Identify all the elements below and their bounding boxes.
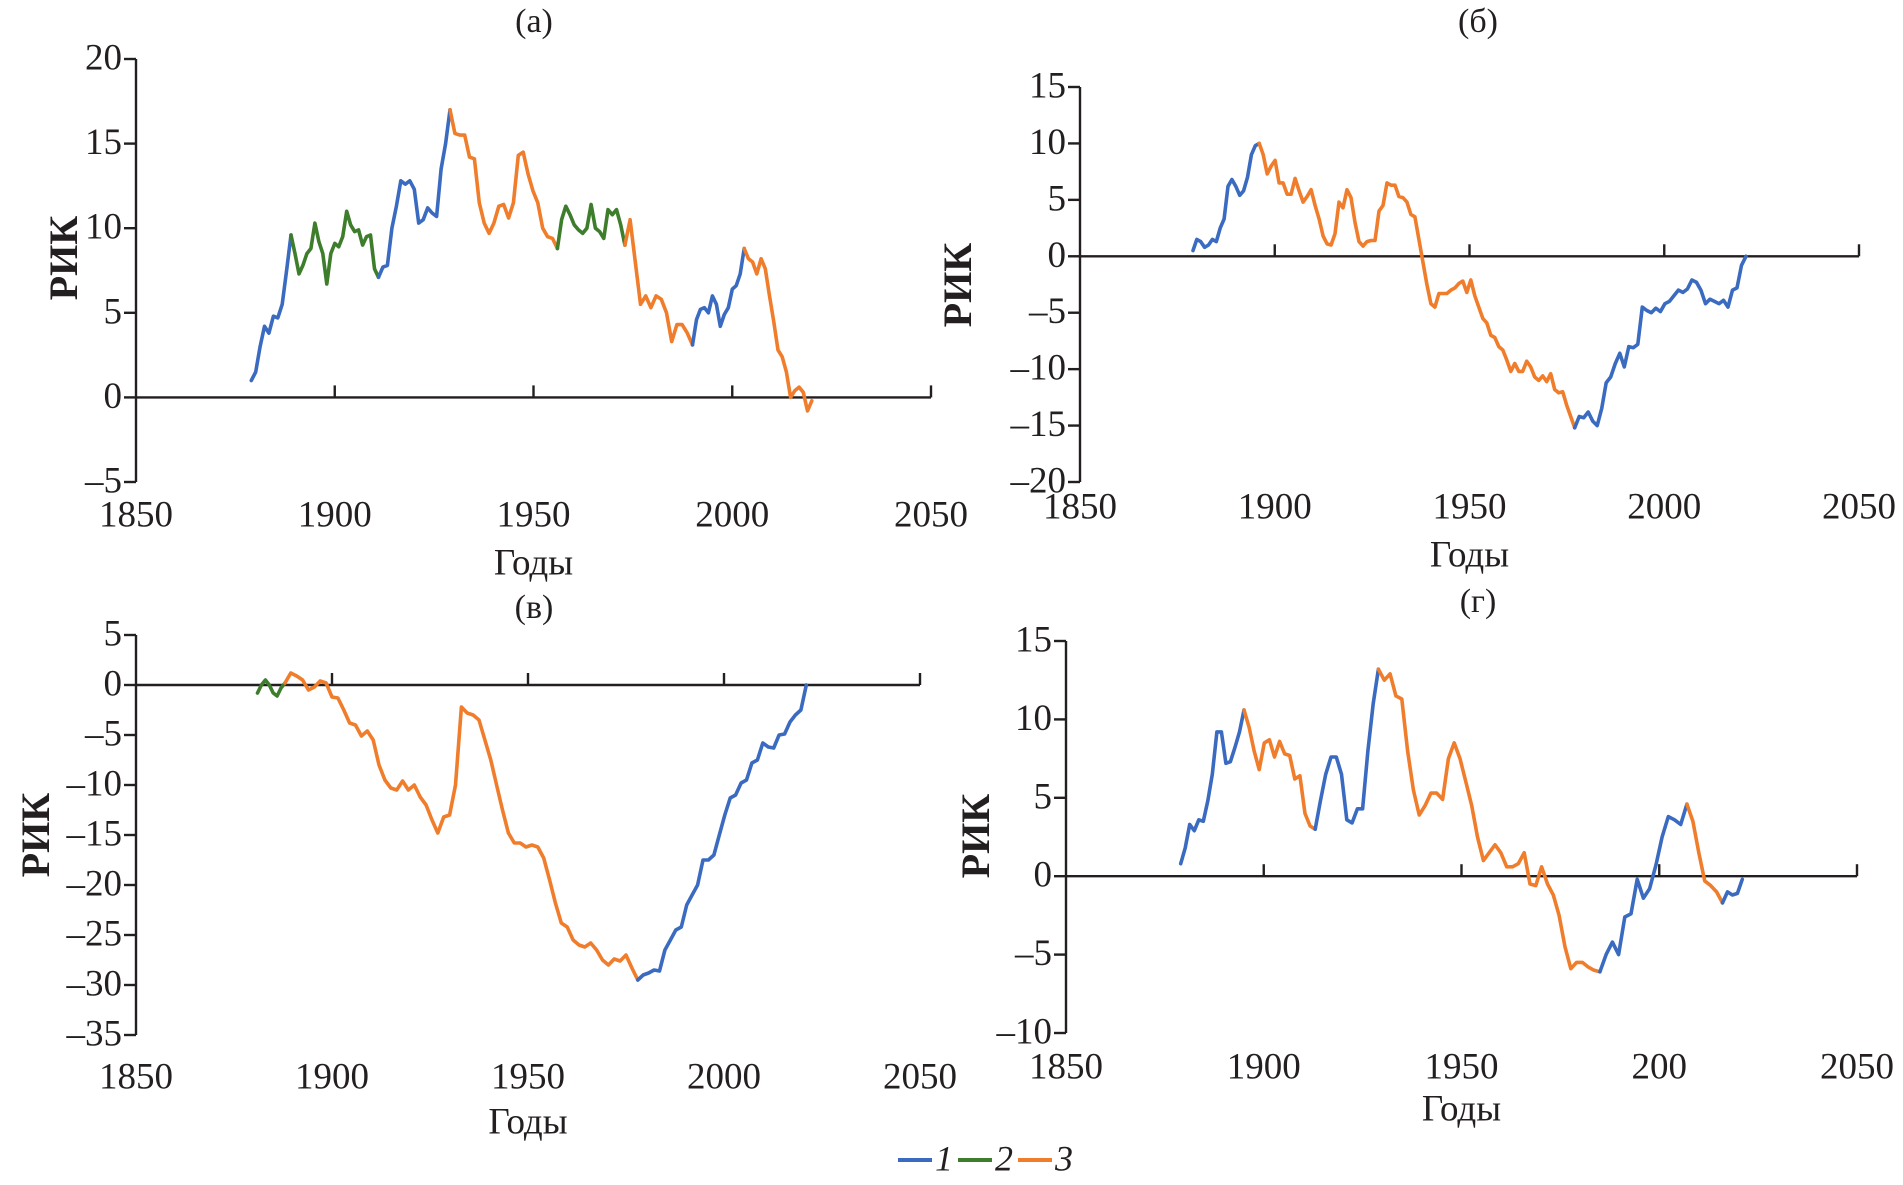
y-axis-label: РИК	[953, 794, 998, 879]
x-tick-label: 1850	[1043, 486, 1117, 527]
legend: 1 2 3	[898, 1138, 1073, 1178]
y-tick-label: 5	[1034, 776, 1053, 817]
panel-0: (a) –5 0 5 10 15 20 1850 1900 1950 2000 2050 Годы РИК	[41, 3, 968, 584]
series-1-line	[1313, 667, 1381, 832]
x-axis-label: Годы	[488, 1101, 567, 1142]
y-tick-label: 10	[1015, 698, 1052, 739]
x-tick-label: 2050	[883, 1056, 957, 1097]
series-3-line	[448, 108, 560, 251]
y-tick-label: –10	[996, 1011, 1053, 1052]
x-tick-label: 2000	[695, 494, 769, 535]
y-tick-label: 0	[104, 376, 123, 417]
x-tick-label: 1900	[295, 1056, 369, 1097]
series-3-line	[1376, 667, 1602, 974]
series-1-line	[1178, 708, 1246, 866]
x-tick-label: 200	[1632, 1046, 1688, 1087]
x-axis-label: Годы	[1422, 1088, 1501, 1129]
panel-2: (в) –35 –30 –25 –20 –15 –10 –5 0 5 1850 1900 1950 200…	[13, 589, 957, 1143]
panel-1: (б) –20 –15 –10 –5 0 5 10 15 1850 1900 1950 2000 2050…	[935, 3, 1896, 576]
x-tick-label: 2050	[894, 494, 968, 535]
x-tick-label: 2000	[687, 1056, 761, 1097]
y-tick-label: 0	[1048, 235, 1067, 276]
y-tick-label: 15	[1015, 619, 1052, 660]
y-tick-label: –25	[66, 913, 123, 954]
x-tick-label: 1850	[1029, 1046, 1103, 1087]
y-tick-label: 5	[104, 291, 123, 332]
series-2-line	[289, 209, 381, 286]
series-2-line	[255, 678, 287, 698]
y-tick-label: –15	[66, 813, 123, 854]
series-1-line	[1572, 254, 1748, 430]
y-tick-label: 15	[85, 122, 122, 163]
x-tick-label: 2050	[1820, 1046, 1894, 1087]
y-tick-label: –5	[84, 460, 122, 501]
y-tick-label: –10	[66, 763, 123, 804]
series-3-line	[1257, 141, 1577, 430]
y-tick-label: –10	[1010, 348, 1067, 389]
x-tick-label: 1950	[1433, 486, 1507, 527]
series-1-line	[690, 246, 747, 347]
y-axis-label: РИК	[41, 216, 86, 301]
y-tick-label: –20	[66, 863, 123, 904]
legend-label-2: 2	[995, 1138, 1013, 1178]
series-3-line	[1685, 802, 1725, 905]
y-tick-label: –15	[1010, 404, 1067, 445]
series-1-line	[635, 683, 809, 982]
legend-label-1: 1	[935, 1138, 953, 1178]
panel-title: (г)	[1460, 583, 1497, 620]
y-tick-label: –35	[66, 1013, 123, 1054]
legend-label-3: 3	[1054, 1138, 1073, 1178]
series-1-line	[1191, 141, 1261, 253]
y-tick-label: –5	[1014, 933, 1052, 974]
x-axis-label: Годы	[494, 542, 573, 583]
series-1-line	[249, 233, 293, 383]
y-tick-label: –5	[1028, 291, 1066, 332]
y-tick-label: 5	[1048, 178, 1067, 219]
x-tick-label: 1950	[497, 494, 571, 535]
x-tick-label: 1950	[1425, 1046, 1499, 1087]
series-3-line	[283, 671, 640, 982]
x-tick-label: 1900	[1227, 1046, 1301, 1087]
x-axis-label: Годы	[1430, 534, 1509, 575]
y-axis-label: РИК	[935, 243, 980, 328]
series-3-line	[742, 246, 814, 413]
series-1-line	[1720, 877, 1745, 905]
y-tick-label: –5	[84, 713, 122, 754]
y-axis-label: РИК	[13, 793, 58, 878]
panel-title: (б)	[1458, 3, 1498, 40]
series-1-line	[1598, 802, 1689, 974]
panel-title: (a)	[515, 3, 553, 40]
x-tick-label: 1900	[1238, 486, 1312, 527]
y-tick-label: 0	[1034, 855, 1053, 896]
y-tick-label: 10	[1029, 122, 1066, 163]
y-tick-label: 15	[1029, 65, 1066, 106]
y-tick-label: 5	[104, 613, 123, 654]
y-tick-label: 20	[85, 37, 122, 78]
y-tick-label: 10	[85, 207, 122, 248]
series-2-line	[555, 202, 627, 251]
x-tick-label: 2050	[1822, 486, 1896, 527]
series-3-line	[623, 217, 695, 347]
x-tick-label: 1900	[298, 494, 372, 535]
y-tick-label: –20	[1010, 460, 1067, 501]
x-tick-label: 1850	[99, 494, 173, 535]
series-1-line	[376, 108, 452, 280]
x-tick-label: 1950	[491, 1056, 565, 1097]
x-tick-label: 2000	[1627, 486, 1701, 527]
y-tick-label: –30	[66, 963, 123, 1004]
panel-3: (г) –10 –5 0 5 10 15 1850 1900 1950 200 2050 Годы РИК	[953, 583, 1894, 1130]
y-tick-label: 0	[104, 663, 123, 704]
x-tick-label: 1850	[99, 1056, 173, 1097]
panel-title: (в)	[515, 589, 554, 626]
series-3-line	[1242, 708, 1317, 832]
